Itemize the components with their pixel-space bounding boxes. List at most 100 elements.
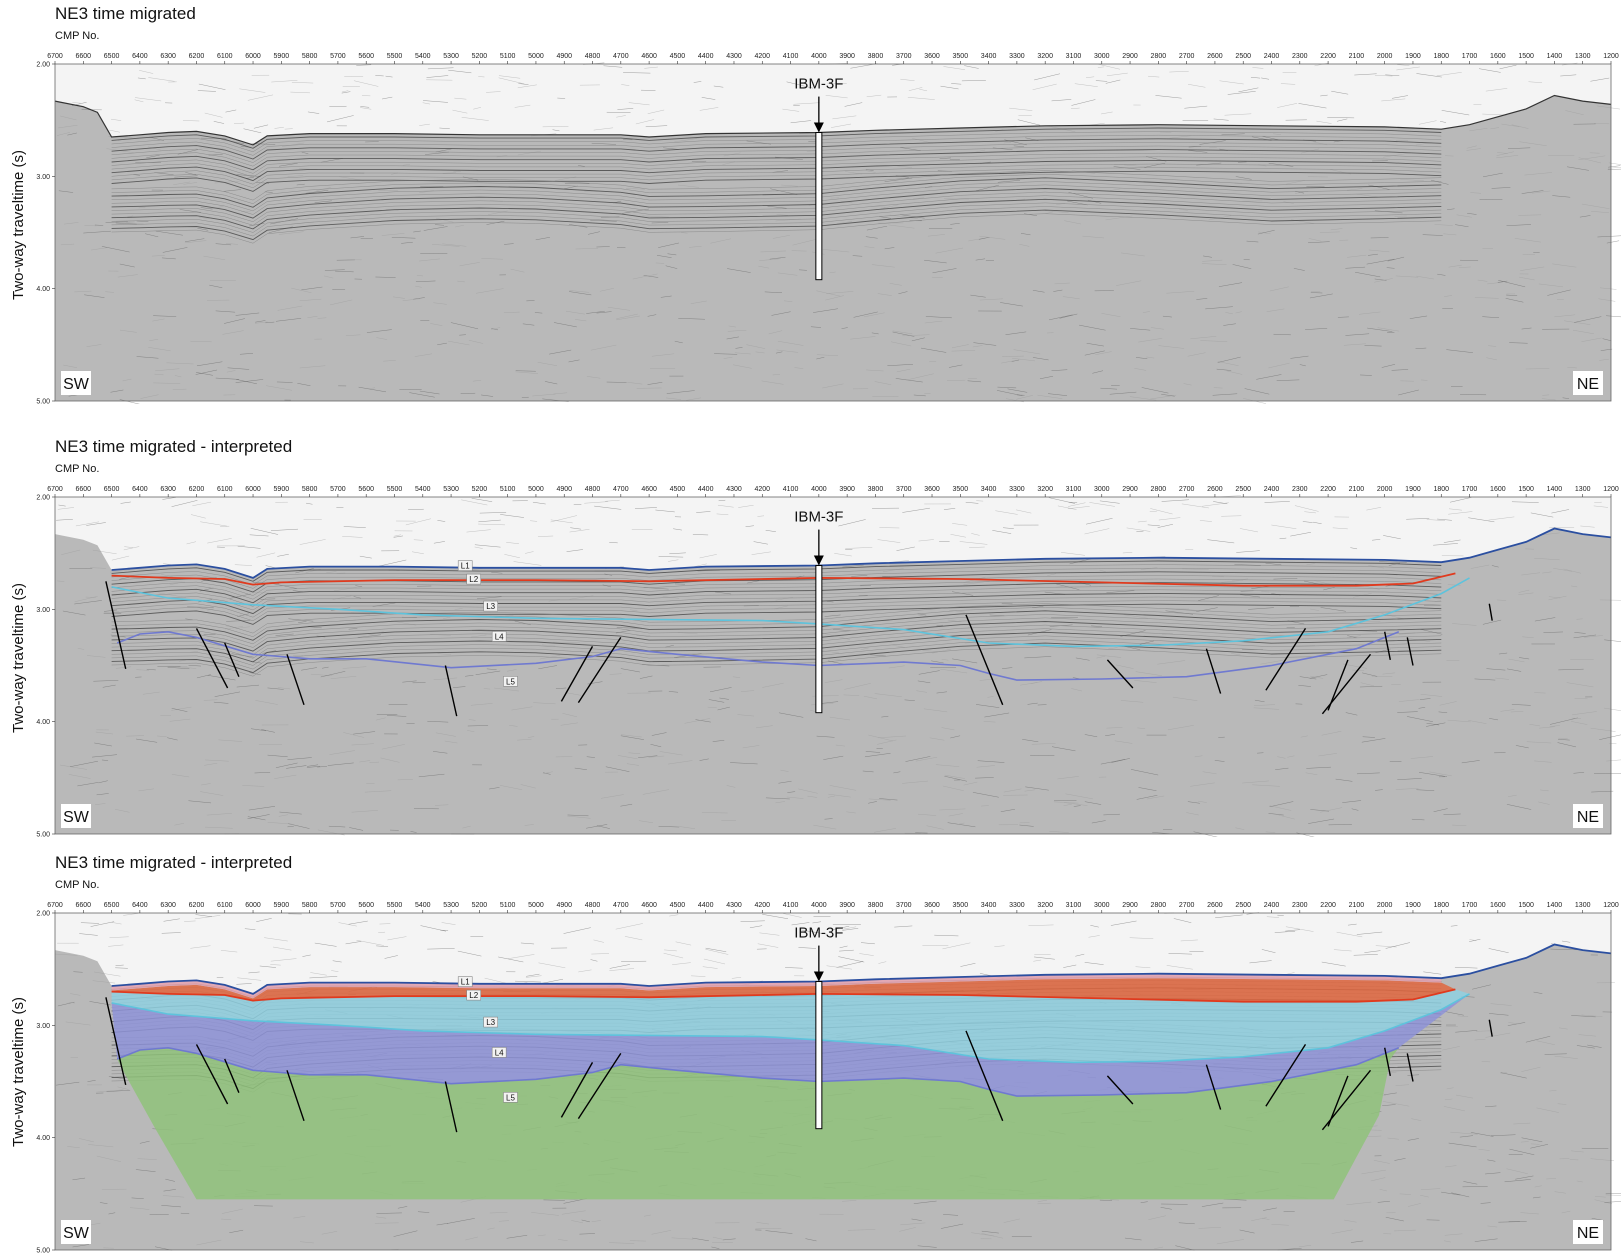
x-tick-label: 4900 [556,902,572,909]
x-tick-label: 2300 [1292,902,1308,909]
x-tick-label: 1400 [1547,902,1563,909]
x-tick-label: 2700 [1179,902,1195,909]
x-tick-label: 5300 [443,53,459,60]
x-tick-label: 3000 [1094,486,1110,493]
x-tick-label: 4600 [641,53,657,60]
x-tick-label: 4100 [783,486,799,493]
panel-3-title: NE3 time migrated - interpreted [55,853,293,872]
x-tick-label: 2000 [1377,486,1393,493]
svg-text:SW: SW [63,809,90,826]
x-tick-label: 3200 [1037,53,1053,60]
fault-line [195,628,229,689]
x-tick-label: 5900 [274,53,290,60]
direction-label-right: NE [1573,804,1603,828]
x-tick-label: 6500 [104,486,120,493]
x-tick-label: 5900 [274,902,290,909]
y-tick-label: 5.00 [36,1248,50,1254]
horizon-seafloor-line [111,943,1612,995]
x-tick-label: 4500 [670,486,686,493]
x-tick-label: 5900 [274,486,290,493]
fault-line [195,1044,229,1105]
x-tick-label: 1500 [1518,902,1534,909]
x-tick-label: 5700 [330,486,346,493]
unit-L1-fill [111,973,1442,999]
x-tick-label: 3600 [924,486,940,493]
x-tick-label: 4700 [613,53,629,60]
x-tick-label: 1700 [1462,486,1478,493]
x-tick-label: 6200 [189,486,205,493]
x-tick-label: 4400 [698,486,714,493]
fault-line [224,1058,240,1093]
panel-1-xaxis-title: CMP No. [55,30,100,42]
x-tick-label: 3800 [868,486,884,493]
x-tick-label: 6500 [104,53,120,60]
well-label: IBM-3F [794,509,843,526]
panel-2-seismic-section: L1 L2 L3 L4 L5 IBM-3F SW NE 6700 6600 6500 6400 6300… [36,486,1621,837]
x-tick-label: 2700 [1179,53,1195,60]
x-tick-label: 6300 [160,486,176,493]
x-tick-label: 6100 [217,53,233,60]
svg-text:L1: L1 [461,562,470,571]
x-tick-label: 2800 [1151,53,1167,60]
x-tick-label: 6300 [160,902,176,909]
x-tick-label: 2200 [1320,486,1336,493]
x-tick-label: 4000 [811,902,827,909]
fault-line [577,637,622,703]
x-tick-label: 2600 [1207,902,1223,909]
x-tick-label: 1400 [1547,53,1563,60]
x-tick-label: 1200 [1603,902,1619,909]
x-tick-label: 5500 [387,902,403,909]
x-tick-label: 3500 [953,902,969,909]
fault-line [1406,637,1414,666]
svg-text:L4: L4 [495,632,504,641]
x-tick-label: 6100 [217,486,233,493]
x-tick-label: 4100 [783,902,799,909]
svg-text:NE: NE [1577,809,1599,826]
x-tick-label: 2800 [1151,486,1167,493]
fault-line [286,654,305,706]
x-tick-label: 1200 [1603,486,1619,493]
svg-text:L2: L2 [469,991,478,1000]
svg-text:NE: NE [1577,1225,1599,1242]
x-tick-label: 3400 [981,902,997,909]
x-tick-label: 3700 [896,53,912,60]
x-tick-label: 4600 [641,486,657,493]
svg-text:NE: NE [1577,376,1599,393]
x-tick-label: 2000 [1377,53,1393,60]
x-tick-label: 6300 [160,53,176,60]
x-tick-label: 5100 [500,486,516,493]
horizon-tag-L5: L5 [503,1092,518,1103]
x-tick-label: 5000 [528,486,544,493]
x-tick-label: 2600 [1207,53,1223,60]
fault-line [1327,1075,1349,1127]
x-tick-label: 2100 [1349,486,1365,493]
horizon-tags: L1 L2 L3 L4 L5 [457,976,518,1103]
x-tick-label: 4300 [726,53,742,60]
x-tick-label: 3300 [1009,486,1025,493]
x-tick-label: 5000 [528,902,544,909]
x-tick-label: 6400 [132,486,148,493]
x-tick-label: 1600 [1490,53,1506,60]
x-tick-label: 2400 [1264,486,1280,493]
x-tick-label: 5700 [330,53,346,60]
horizon-L4-line [116,630,1400,681]
fault-line [1265,1044,1307,1107]
x-tick-label: 4200 [754,486,770,493]
direction-label-left: SW [61,804,91,828]
svg-text:SW: SW [63,376,90,393]
fault-line [1488,603,1493,621]
x-tick-label: 5400 [415,486,431,493]
x-tick-label: 4900 [556,53,572,60]
x-tick-label: 4800 [585,902,601,909]
panel-2-xaxis-title: CMP No. [55,463,100,475]
fault-line [1384,1047,1391,1077]
fault-lines [105,581,1493,717]
x-tick-label: 5300 [443,486,459,493]
horizon-lines [111,527,1612,681]
horizon-tag-L4: L4 [491,1047,507,1058]
x-tick-label: 5600 [358,486,374,493]
x-tick-label: 2500 [1235,486,1251,493]
x-tick-label: 5200 [472,486,488,493]
well-IBM-3F: IBM-3F [794,925,843,1130]
x-tick-label: 3700 [896,486,912,493]
